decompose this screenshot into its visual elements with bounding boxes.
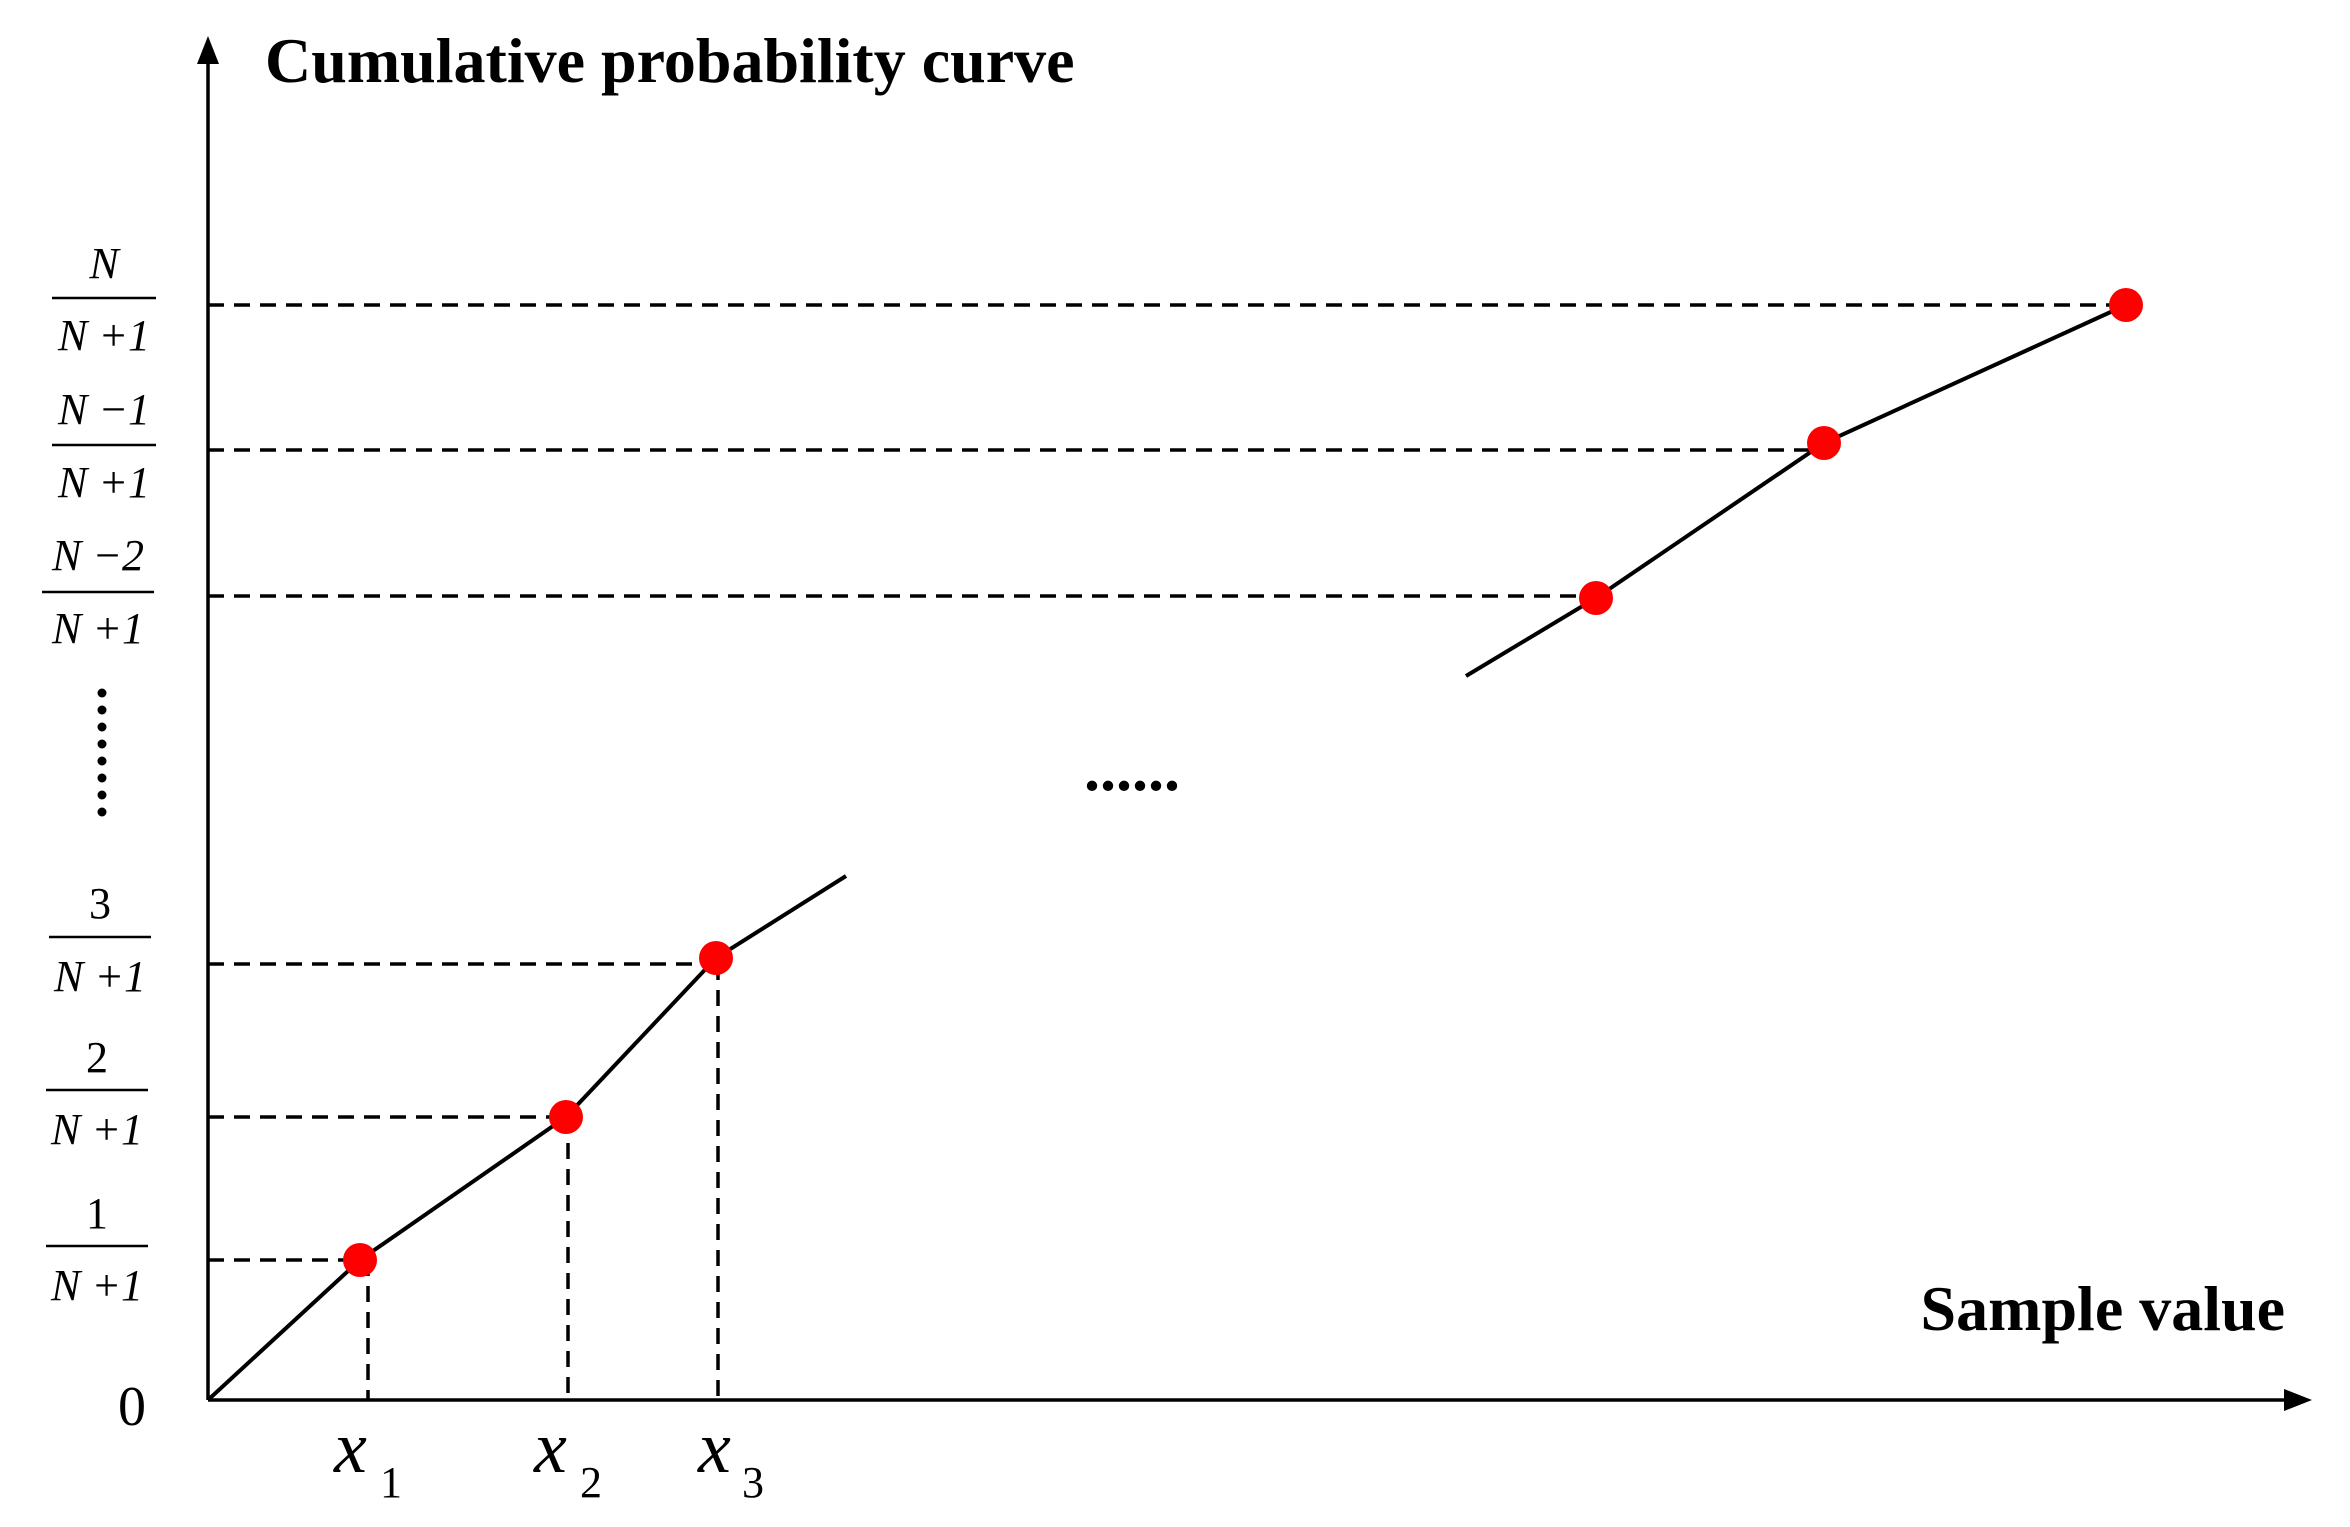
y-axis-arrow-icon <box>197 36 219 64</box>
curve-upper-segment <box>1464 303 2127 678</box>
x-tick-3: x 3 <box>697 1407 764 1507</box>
x-axis-arrow-icon <box>2284 1389 2312 1411</box>
x-tick-1-subscript: 1 <box>380 1458 402 1507</box>
x-tick-3-base: x <box>697 1407 731 1489</box>
curve <box>206 303 2127 1402</box>
y-tick-n-minus-1-denominator: N +1 <box>57 458 150 507</box>
origin-label: 0 <box>118 1376 146 1438</box>
x-tick-3-subscript: 3 <box>742 1458 764 1507</box>
ellipsis-dot <box>97 790 107 800</box>
ellipsis-dot <box>97 773 107 783</box>
x-tick-2-base: x <box>533 1407 567 1489</box>
data-point-n-minus-2 <box>1579 581 1613 615</box>
y-tick-3-denominator: N +1 <box>53 952 146 1001</box>
x-tick-1: x 1 <box>333 1407 402 1507</box>
x-axis-label: Sample value <box>1921 1273 2285 1344</box>
x-tick-2-subscript: 2 <box>580 1458 602 1507</box>
y-tick-n-minus-2-denominator: N +1 <box>51 604 144 653</box>
y-tick-n-numerator: N <box>88 239 121 288</box>
y-tick-2-numerator: 2 <box>86 1033 108 1082</box>
ellipsis-dot <box>97 705 107 715</box>
curve-lower-segment <box>206 874 848 1402</box>
data-points <box>343 288 2143 1277</box>
data-point-n-minus-1 <box>1807 426 1841 460</box>
y-tick-n: N N +1 <box>52 239 156 360</box>
y-tick-1-denominator: N +1 <box>50 1261 143 1310</box>
y-axis-vertical-ellipsis <box>97 688 107 817</box>
y-tick-n-minus-2-numerator: N −2 <box>51 531 144 580</box>
ellipsis-dot <box>97 807 107 817</box>
y-tick-1: 1 N +1 <box>46 1189 148 1310</box>
y-tick-2-denominator: N +1 <box>50 1105 143 1154</box>
y-tick-n-minus-1: N −1 N +1 <box>52 385 156 507</box>
y-tick-2: 2 N +1 <box>46 1033 148 1154</box>
y-tick-1-numerator: 1 <box>86 1189 108 1238</box>
ellipsis-dot <box>97 688 107 698</box>
y-tick-3-numerator: 3 <box>89 879 111 928</box>
guide-lines <box>208 303 2126 1400</box>
data-point-3 <box>699 941 733 975</box>
ellipsis-dot <box>97 722 107 732</box>
chart-title: Cumulative probability curve <box>265 25 1075 96</box>
middle-ellipsis: ...... <box>1084 733 1180 804</box>
data-point-n <box>2109 288 2143 322</box>
x-tick-1-base: x <box>333 1407 367 1489</box>
ellipsis-dot <box>97 756 107 766</box>
y-tick-n-minus-1-numerator: N −1 <box>57 385 150 434</box>
axes <box>206 60 2290 1402</box>
data-point-1 <box>343 1243 377 1277</box>
x-tick-2: x 2 <box>533 1407 602 1507</box>
y-tick-3: 3 N +1 <box>49 879 151 1001</box>
ellipsis-dot <box>97 739 107 749</box>
y-tick-n-minus-2: N −2 N +1 <box>42 531 154 653</box>
y-tick-n-denominator: N +1 <box>57 311 150 360</box>
data-point-2 <box>549 1100 583 1134</box>
